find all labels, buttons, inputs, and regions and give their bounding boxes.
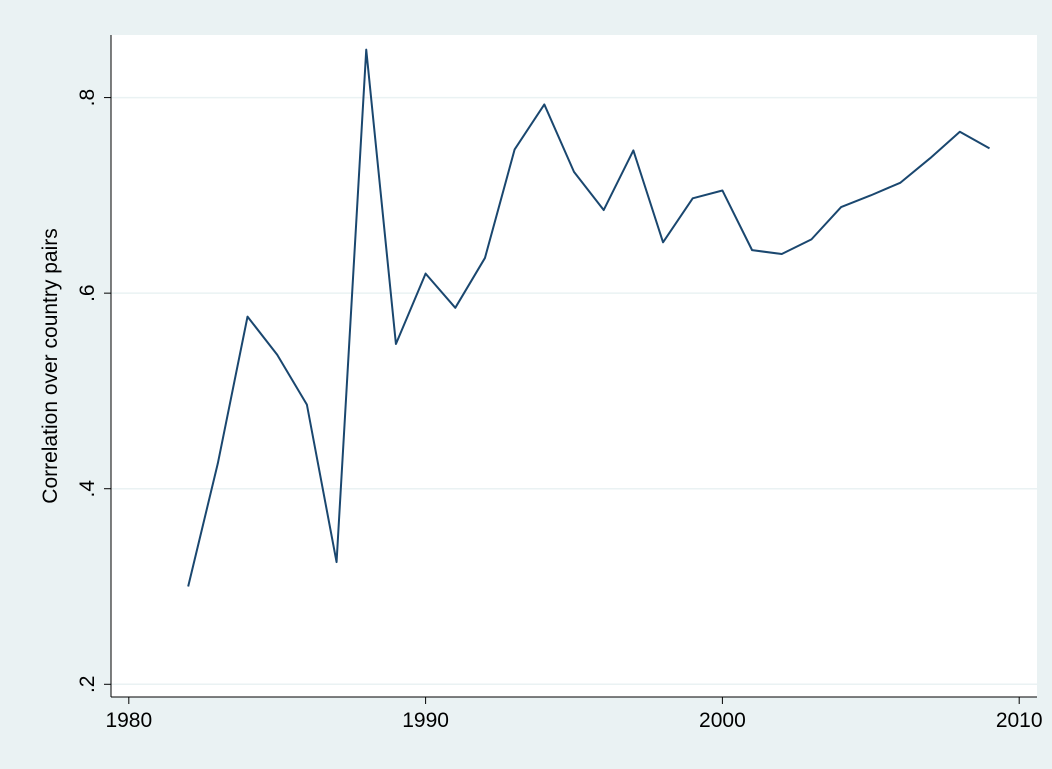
x-tick-label: 2000 (699, 709, 746, 732)
x-tick-label: 2010 (996, 709, 1043, 732)
line-series (187, 48, 991, 587)
x-tick-label: 1980 (105, 709, 152, 732)
y-tick-label: .8 (76, 89, 99, 107)
y-tick-label: .6 (76, 284, 99, 302)
y-axis-label: Correlation over country pairs (39, 228, 62, 503)
y-tick-label: .2 (76, 676, 99, 694)
x-tick-label: 1990 (402, 709, 449, 732)
plot-area (111, 35, 1037, 697)
y-tick-label: .4 (76, 480, 99, 498)
